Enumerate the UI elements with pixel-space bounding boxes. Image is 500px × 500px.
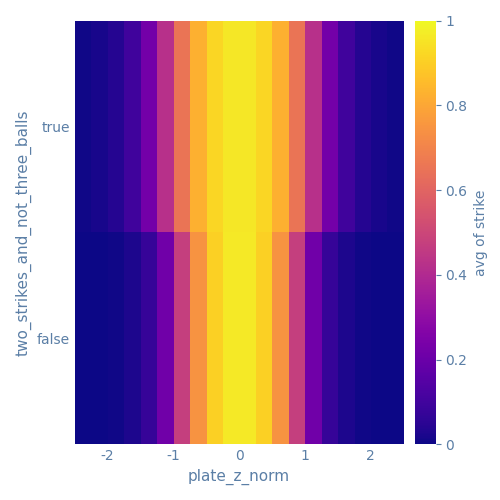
X-axis label: plate_z_norm: plate_z_norm — [188, 469, 290, 485]
Y-axis label: avg of strike: avg of strike — [474, 190, 488, 276]
Y-axis label: two_strikes_and_not_three_balls: two_strikes_and_not_three_balls — [15, 109, 31, 356]
